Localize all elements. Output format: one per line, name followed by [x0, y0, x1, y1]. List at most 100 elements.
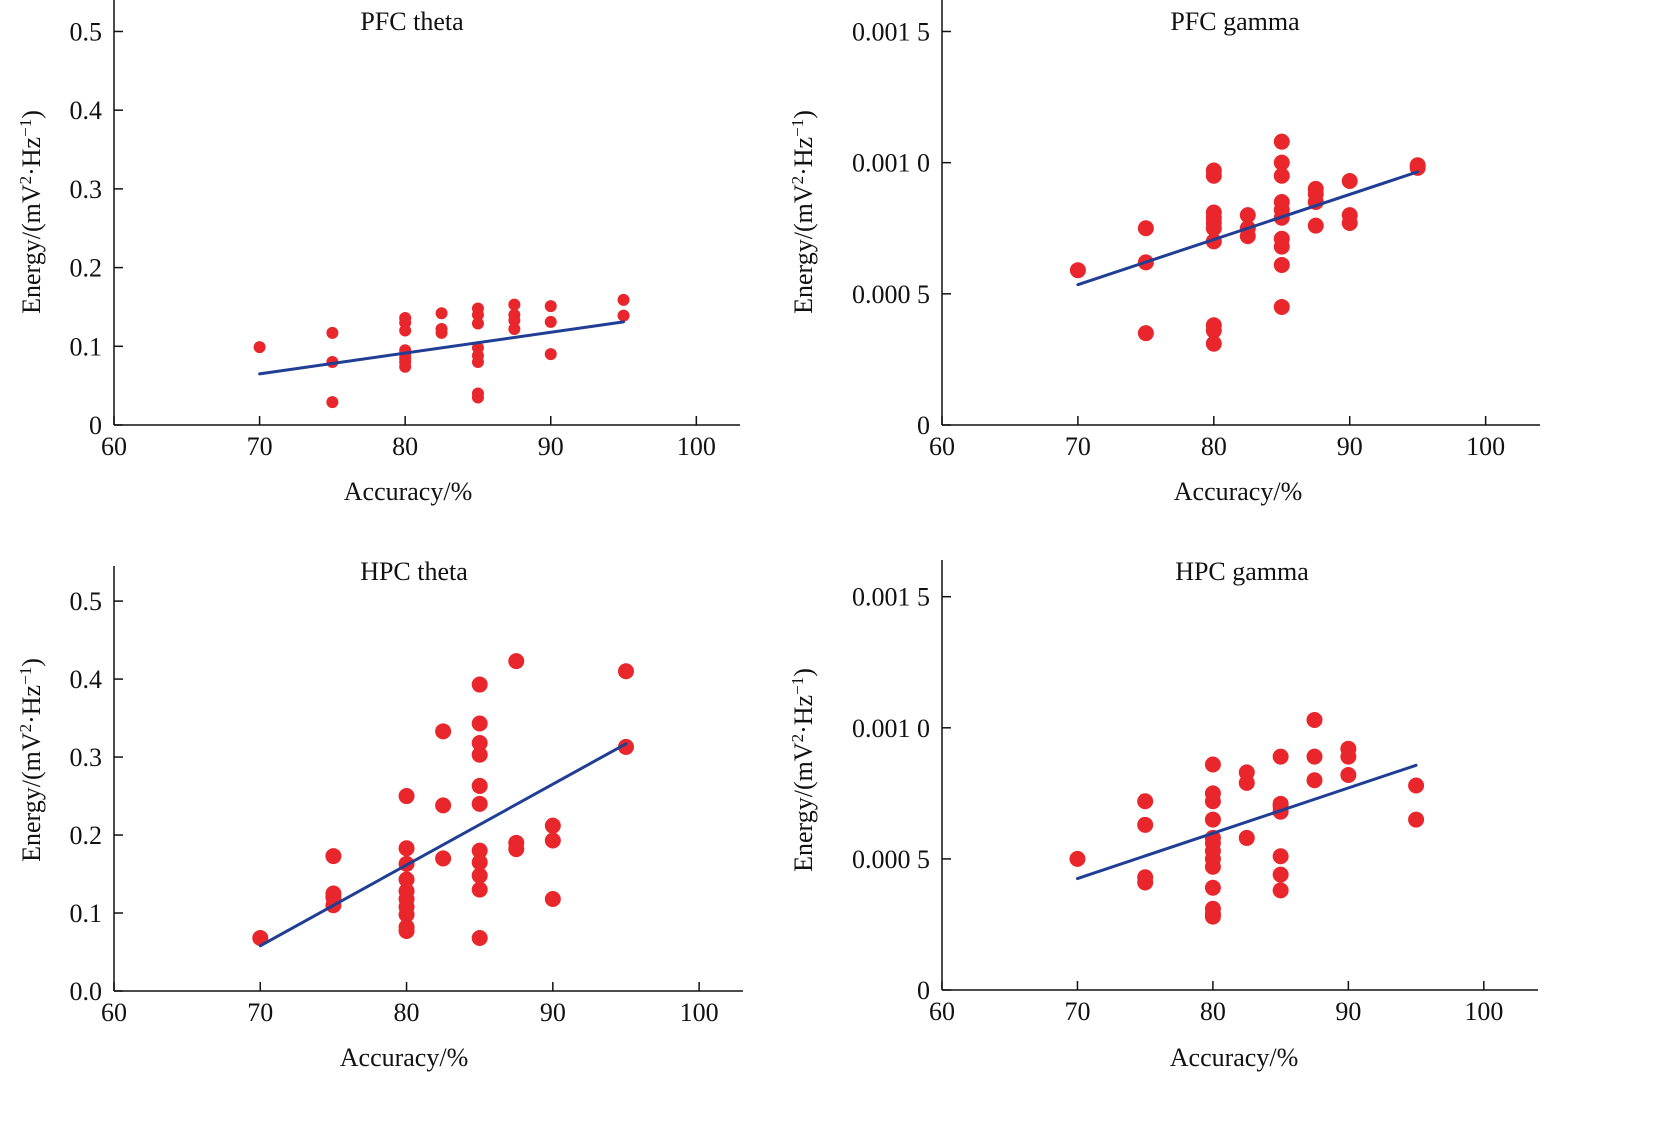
data-point: [1069, 262, 1086, 279]
data-point: [1239, 228, 1256, 245]
data-point: [1341, 173, 1358, 190]
panel-hpc-gamma: HPC gamma Accuracy/% Energy/(mV2·Hz−1) 6…: [788, 557, 1538, 1072]
x-tick-label: 100: [1464, 997, 1503, 1026]
data-point: [1204, 811, 1221, 828]
x-tick-label: 60: [101, 432, 127, 461]
y-tick-label: 0: [917, 411, 930, 440]
fit-line: [1075, 763, 1418, 881]
x-axis-label: Accuracy/%: [344, 477, 472, 506]
x-tick-label: 70: [1064, 997, 1090, 1026]
data-point: [1204, 756, 1221, 773]
data-point: [1137, 816, 1154, 833]
data-point: [471, 391, 484, 404]
y-tick-label: 0: [917, 976, 930, 1005]
x-tick-label: 100: [680, 998, 719, 1027]
data-point: [471, 317, 484, 330]
data-point: [544, 832, 561, 849]
x-tick-label: 80: [1201, 432, 1227, 461]
data-point: [1408, 811, 1425, 828]
panel-title: PFC theta: [360, 7, 464, 36]
data-point: [617, 293, 630, 306]
panel-pfc-gamma: PFC gamma Accuracy/% Energy/(mV2·Hz−1) 6…: [788, 0, 1540, 506]
data-point: [1306, 748, 1323, 765]
data-point: [1272, 748, 1289, 765]
data-point: [1307, 217, 1324, 234]
data-point: [253, 341, 266, 354]
data-point: [1204, 879, 1221, 896]
x-tick-label: 80: [1200, 997, 1226, 1026]
x-tick-label: 60: [929, 432, 955, 461]
data-point: [617, 309, 630, 322]
x-tick-label: 90: [538, 432, 564, 461]
data-point: [435, 326, 448, 339]
x-tick-label: 70: [247, 432, 273, 461]
data-point: [1272, 882, 1289, 899]
data-point: [398, 906, 415, 923]
data-point: [508, 298, 521, 311]
panel-title: HPC gamma: [1175, 557, 1309, 586]
y-tick-label: 0.001 5: [852, 17, 930, 46]
y-tick-label: 0.001 0: [852, 149, 930, 178]
panel-title: HPC theta: [360, 557, 468, 586]
x-tick-label: 80: [392, 432, 418, 461]
x-axis-label: Accuracy/%: [1174, 477, 1302, 506]
y-tick-label: 0.000 5: [852, 845, 930, 874]
data-point: [544, 348, 557, 361]
fit-line: [258, 320, 626, 376]
data-point: [1205, 167, 1222, 184]
x-tick-label: 90: [540, 998, 566, 1027]
y-tick-label: 0.2: [70, 821, 103, 850]
data-point: [544, 300, 557, 313]
y-tick-label: 0.001 0: [852, 714, 930, 743]
data-point: [471, 795, 488, 812]
y-axis-label: Energy/(mV2·Hz−1): [788, 668, 819, 872]
data-point: [1341, 214, 1358, 231]
y-tick-label: 0.1: [70, 332, 103, 361]
data-point: [399, 360, 412, 373]
data-point: [471, 929, 488, 946]
data-point: [471, 881, 488, 898]
data-point: [508, 322, 521, 335]
data-point: [1273, 298, 1290, 315]
data-point: [398, 871, 415, 888]
data-point: [435, 797, 452, 814]
data-point: [1204, 908, 1221, 925]
data-point: [471, 777, 488, 794]
data-point: [1137, 874, 1154, 891]
data-point: [1238, 774, 1255, 791]
data-point: [508, 314, 521, 327]
x-tick-label: 90: [1337, 432, 1363, 461]
data-point: [1137, 220, 1154, 237]
x-tick-label: 80: [394, 998, 420, 1027]
data-point: [471, 356, 484, 369]
data-point: [471, 854, 488, 871]
y-tick-label: 0.3: [70, 743, 103, 772]
x-tick-label: 70: [247, 998, 273, 1027]
data-point: [471, 746, 488, 763]
data-point: [1069, 850, 1086, 867]
data-point: [1238, 829, 1255, 846]
x-tick-label: 70: [1065, 432, 1091, 461]
x-tick-label: 60: [101, 998, 127, 1027]
y-tick-label: 0.001 5: [852, 583, 930, 612]
data-point: [1137, 325, 1154, 342]
data-point: [1137, 793, 1154, 810]
data-point: [1306, 711, 1323, 728]
y-tick-label: 0.0: [70, 977, 103, 1006]
x-tick-label: 100: [677, 432, 716, 461]
data-point: [326, 326, 339, 339]
data-point: [544, 315, 557, 328]
data-point: [471, 308, 484, 321]
data-point: [544, 890, 561, 907]
data-point: [1306, 772, 1323, 789]
x-tick-label: 60: [929, 997, 955, 1026]
y-tick-label: 0.3: [70, 175, 103, 204]
x-tick-label: 90: [1335, 997, 1361, 1026]
y-axis-label: Energy/(mV2·Hz−1): [16, 110, 47, 314]
y-tick-label: 0.1: [70, 899, 103, 928]
data-point: [1205, 335, 1222, 352]
y-tick-label: 0.4: [70, 96, 103, 125]
data-point: [471, 842, 488, 859]
data-point: [398, 788, 415, 805]
data-point: [471, 715, 488, 732]
